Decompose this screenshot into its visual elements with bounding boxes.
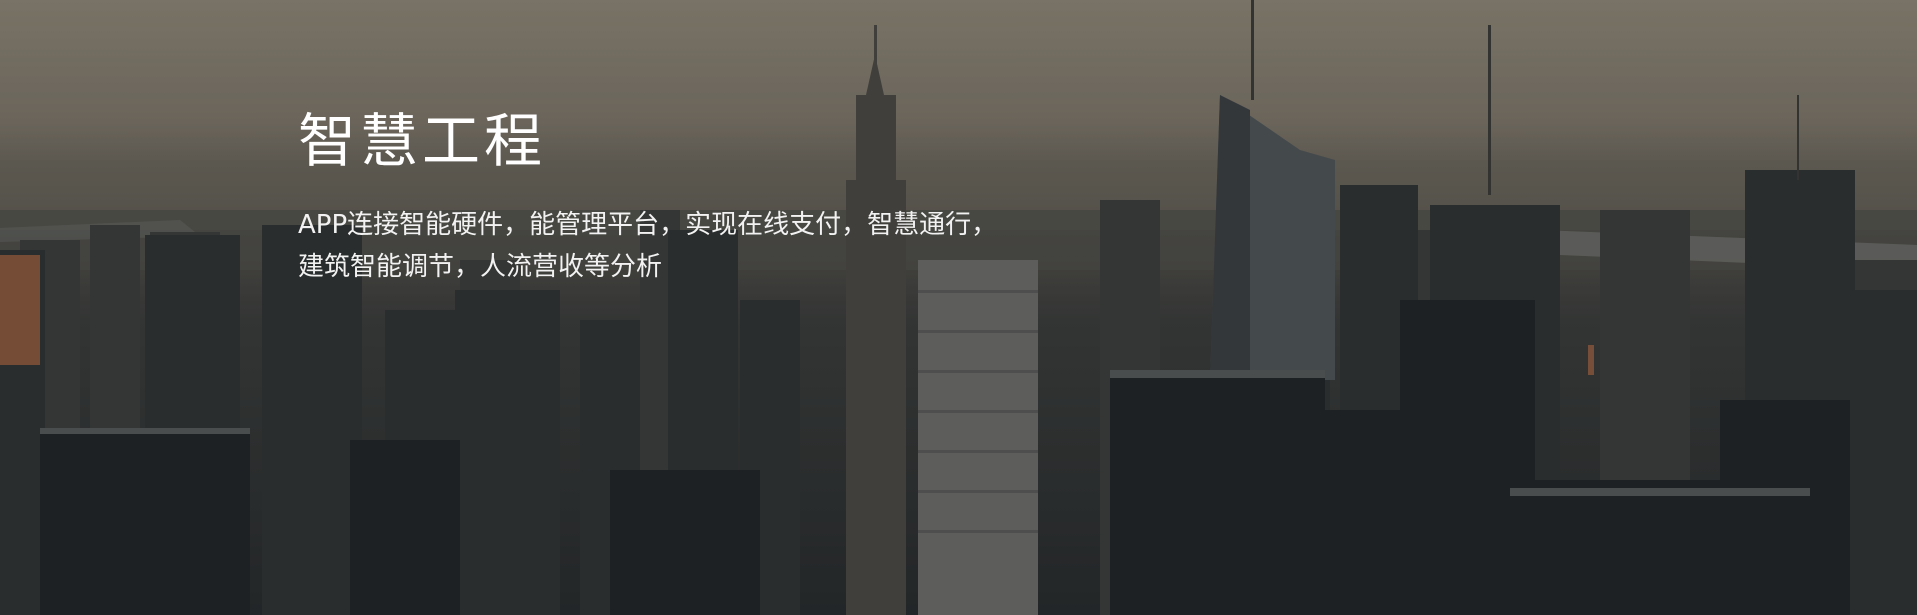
hero-description-line: 建筑智能调节，人流营收等分析 [298,252,663,282]
hero-description-line: APP连接智能硬件，能管理平台，实现在线支付，智慧通行， [298,210,998,240]
hero-text-block: 智慧工程 APP连接智能硬件，能管理平台，实现在线支付，智慧通行， 建筑智能调节… [298,98,1138,288]
hero-description: APP连接智能硬件，能管理平台，实现在线支付，智慧通行， 建筑智能调节，人流营收… [298,204,1138,288]
hero-title: 智慧工程 [298,107,547,175]
